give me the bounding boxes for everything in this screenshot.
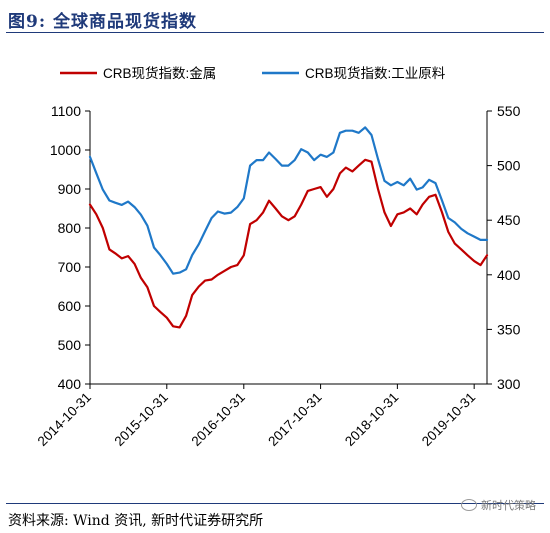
figure-title: 图9: 全球商品现货指数 [8,12,198,32]
x-tick-label: 2018-10-31 [342,390,401,449]
series-line-industrial-materials [88,126,489,275]
right-tick-label: 350 [497,321,521,337]
left-tick-label: 1100 [51,103,81,119]
left-axis: 400 500 600 700 800 900 1000 1100 [50,103,91,392]
source-note: 资料来源: Wind 资讯, 新时代证券研究所 [8,513,264,529]
series-line-metals [88,158,489,329]
right-tick-label: 450 [497,212,521,228]
right-tick-label: 300 [497,376,521,392]
x-tick-label: 2015-10-31 [111,390,170,449]
right-axis: 300 350 400 450 500 550 [486,103,521,392]
left-tick-label: 400 [58,376,82,392]
chart: CRB现货指数:金属 CRB现货指数:工业原料 400 500 600 700 800 90… [35,65,521,449]
source-divider [6,503,544,504]
left-tick-label: 600 [58,298,82,314]
series-layer [88,126,489,329]
x-tick-label: 2014-10-31 [35,390,94,449]
left-tick-label: 900 [58,181,82,197]
watermark: 新时代策略 [461,497,536,513]
right-tick-label: 550 [497,103,521,119]
legend-label: CRB现货指数:金属 [103,65,216,81]
x-axis: 2014-10-31 2015-10-31 2016-10-31 2017-10-31… [35,383,487,449]
wechat-icon [461,499,477,511]
left-tick-label: 1000 [50,142,81,158]
legend-label: CRB现货指数:工业原料 [305,65,446,81]
right-tick-label: 400 [497,267,521,283]
title-bar: 图9: 全球商品现货指数 [6,6,544,33]
left-tick-label: 800 [58,220,82,236]
left-tick-label: 500 [58,337,82,353]
right-tick-label: 500 [497,158,521,174]
x-tick-label: 2017-10-31 [265,390,324,449]
left-tick-label: 700 [58,259,82,275]
legend: CRB现货指数:金属 CRB现货指数:工业原料 [60,65,446,81]
x-tick-label: 2016-10-31 [188,390,247,449]
x-tick-label: 2019-10-31 [419,390,478,449]
watermark-label: 新时代策略 [481,499,536,512]
